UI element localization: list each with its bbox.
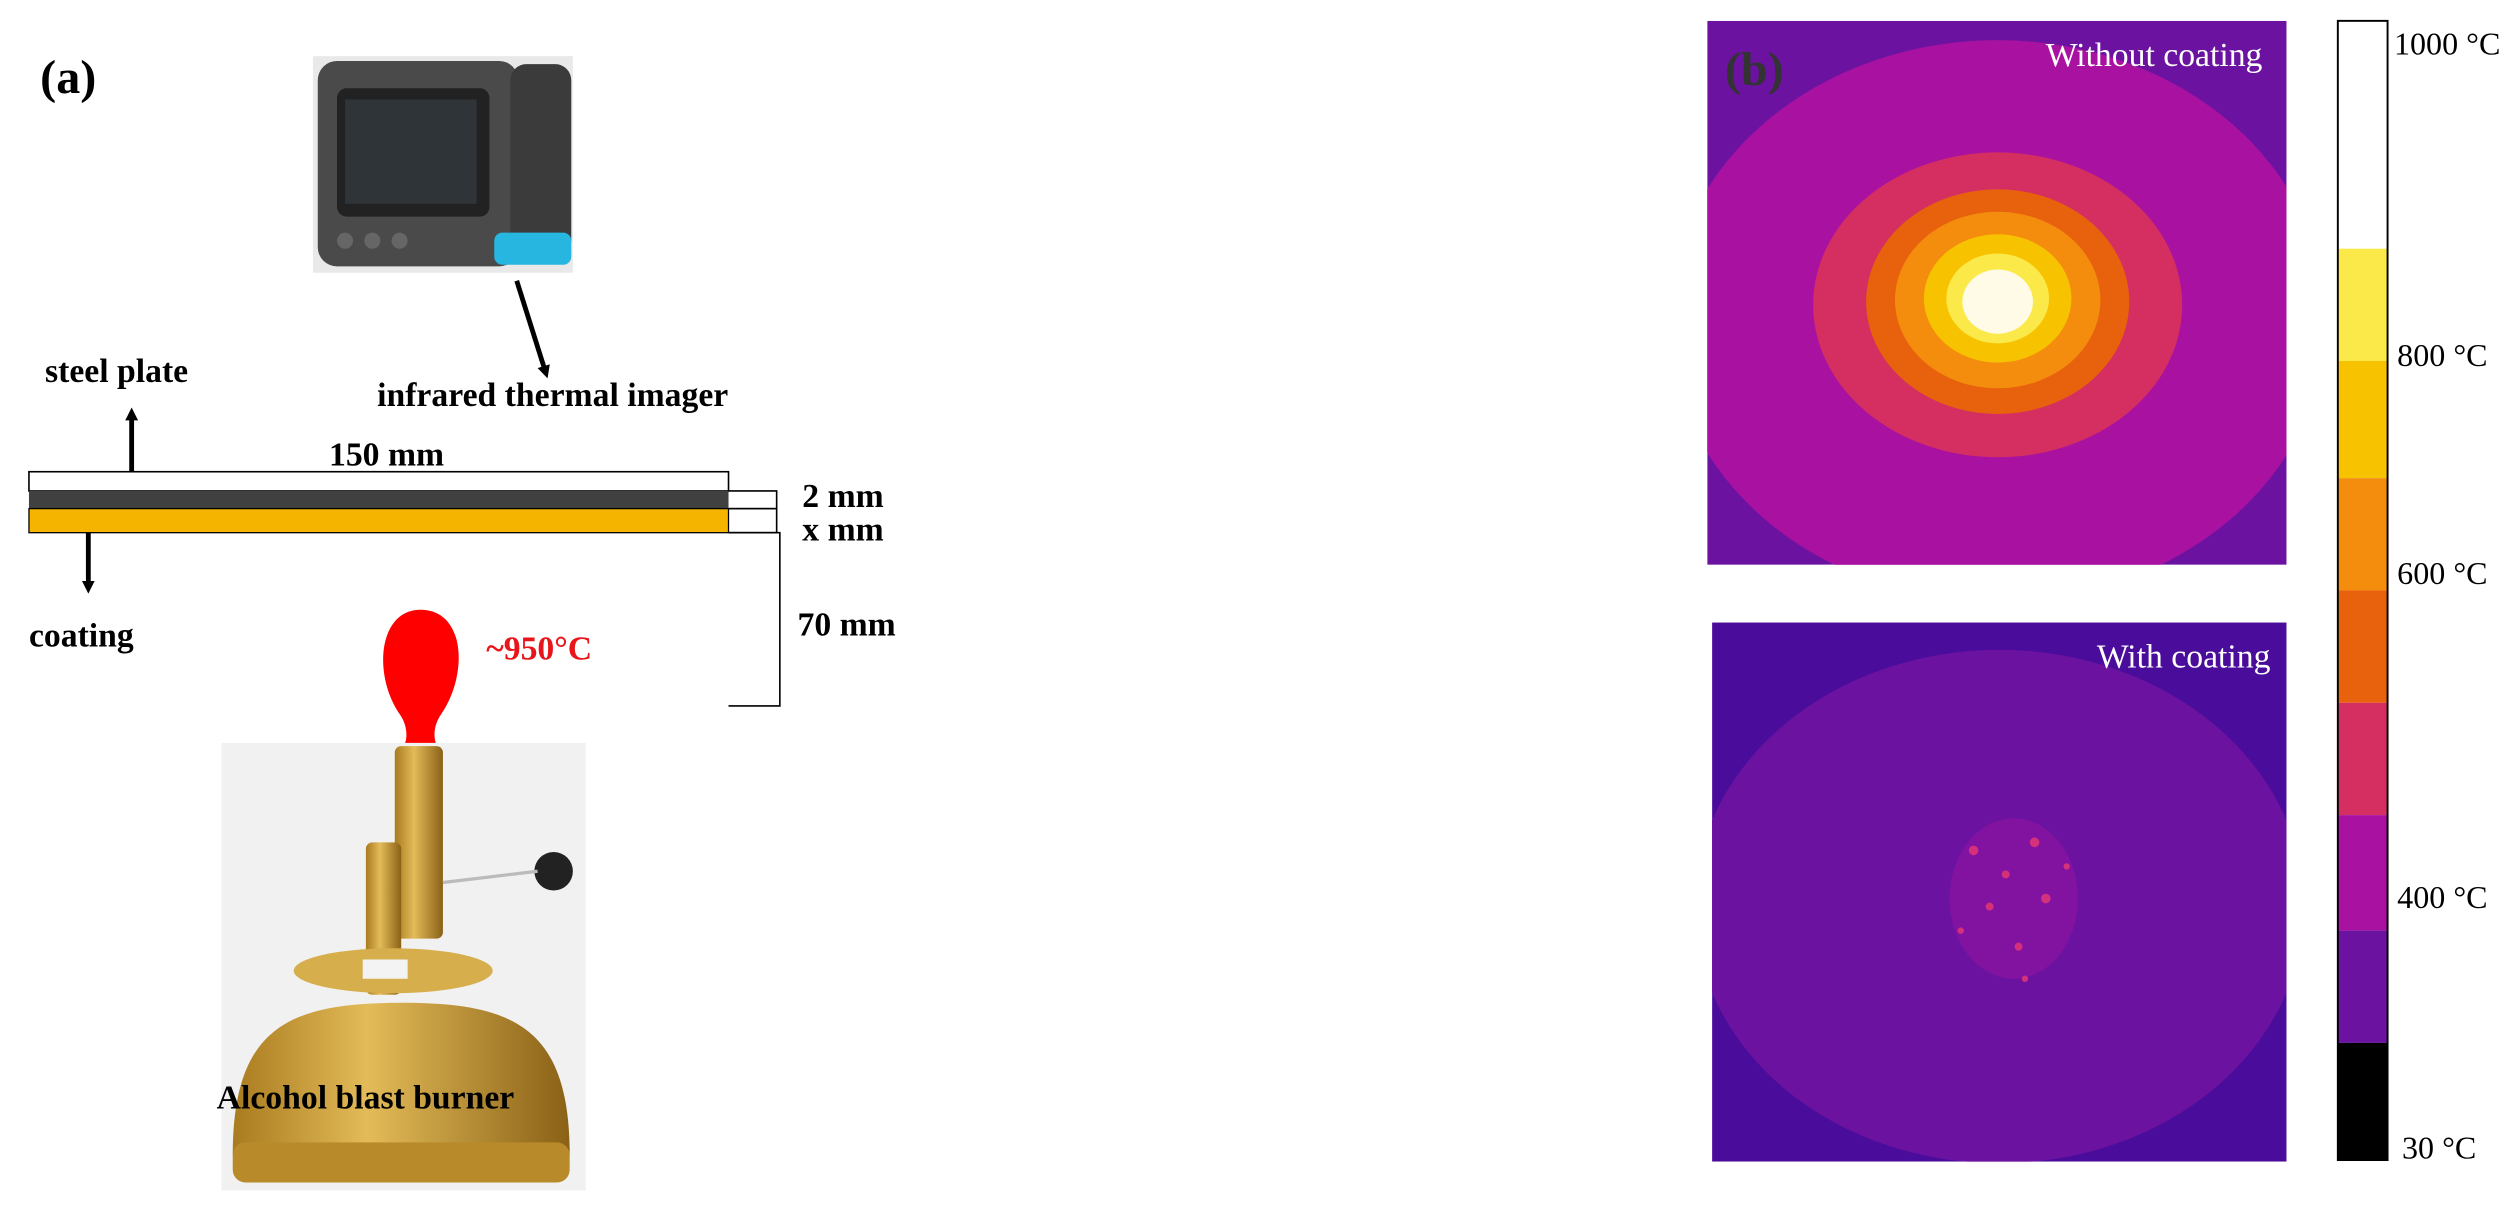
burner-label: Alcohol blast burner	[217, 1080, 515, 1117]
colorbar-label: 1000 °C	[2394, 26, 2500, 62]
colorbar-label: 400 °C	[2397, 879, 2487, 915]
arrow	[514, 280, 550, 379]
flame-temperature: ~950°C	[486, 630, 592, 667]
thickness-label: x mm	[802, 512, 883, 549]
image-title: Without coating	[2046, 37, 2263, 74]
thermal-camera	[312, 56, 573, 273]
burner-photo	[221, 742, 586, 1191]
thermal-image-uncoated	[1707, 20, 2287, 565]
dimension-brackets	[728, 490, 781, 707]
colorbar-label: 30 °C	[2402, 1129, 2476, 1165]
image-title: With coating	[2097, 638, 2271, 675]
colorbar-label: 600 °C	[2397, 555, 2487, 591]
length-label: 150 mm	[329, 436, 444, 473]
colorbar-label: 800 °C	[2397, 337, 2487, 373]
plate-label: steel plate	[45, 353, 188, 390]
camera-label: infrared thermal imager	[377, 377, 728, 414]
flame	[383, 609, 459, 745]
panel-label: (b)	[1725, 43, 1784, 96]
distance-label: 70 mm	[798, 606, 896, 643]
panel-label: (a)	[40, 51, 96, 104]
coating-label: coating	[29, 618, 134, 655]
thermal-image-coated	[1712, 622, 2287, 1162]
colorbar	[2336, 19, 2389, 1162]
plate	[28, 470, 730, 534]
thickness-label: 2 mm	[802, 478, 883, 515]
